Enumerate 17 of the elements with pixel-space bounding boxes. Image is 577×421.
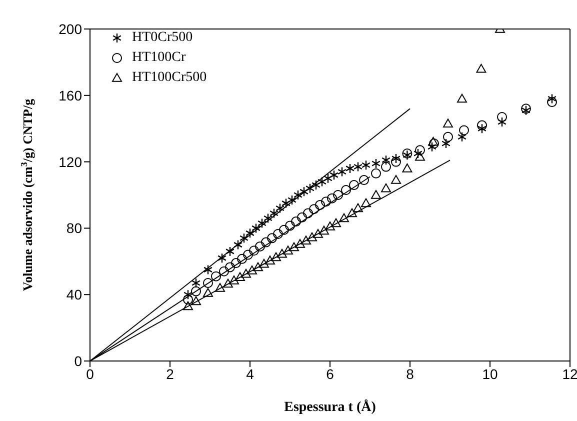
y-tick-label: 120: [58, 154, 82, 170]
x-tick-label: 2: [166, 366, 174, 382]
x-tick-label: 4: [246, 366, 254, 382]
x-tick-label: 0: [86, 366, 94, 382]
legend-label: HT100Cr: [132, 50, 186, 66]
y-tick-label: 200: [58, 20, 82, 37]
x-tick-label: 6: [326, 366, 334, 382]
y-tick-label: 80: [66, 220, 82, 236]
x-tick-label: 12: [562, 366, 577, 382]
legend-label: HT100Cr500: [132, 70, 207, 86]
y-tick-label: 40: [66, 286, 82, 303]
legend-label: HT0Cr500: [132, 30, 193, 46]
y-tick-label: 0: [74, 352, 82, 369]
y-tick-label: 160: [58, 87, 82, 104]
x-axis-title: Espessura t (Å): [284, 399, 376, 415]
x-tick-label: 8: [406, 366, 414, 382]
x-tick-label: 10: [482, 366, 498, 382]
